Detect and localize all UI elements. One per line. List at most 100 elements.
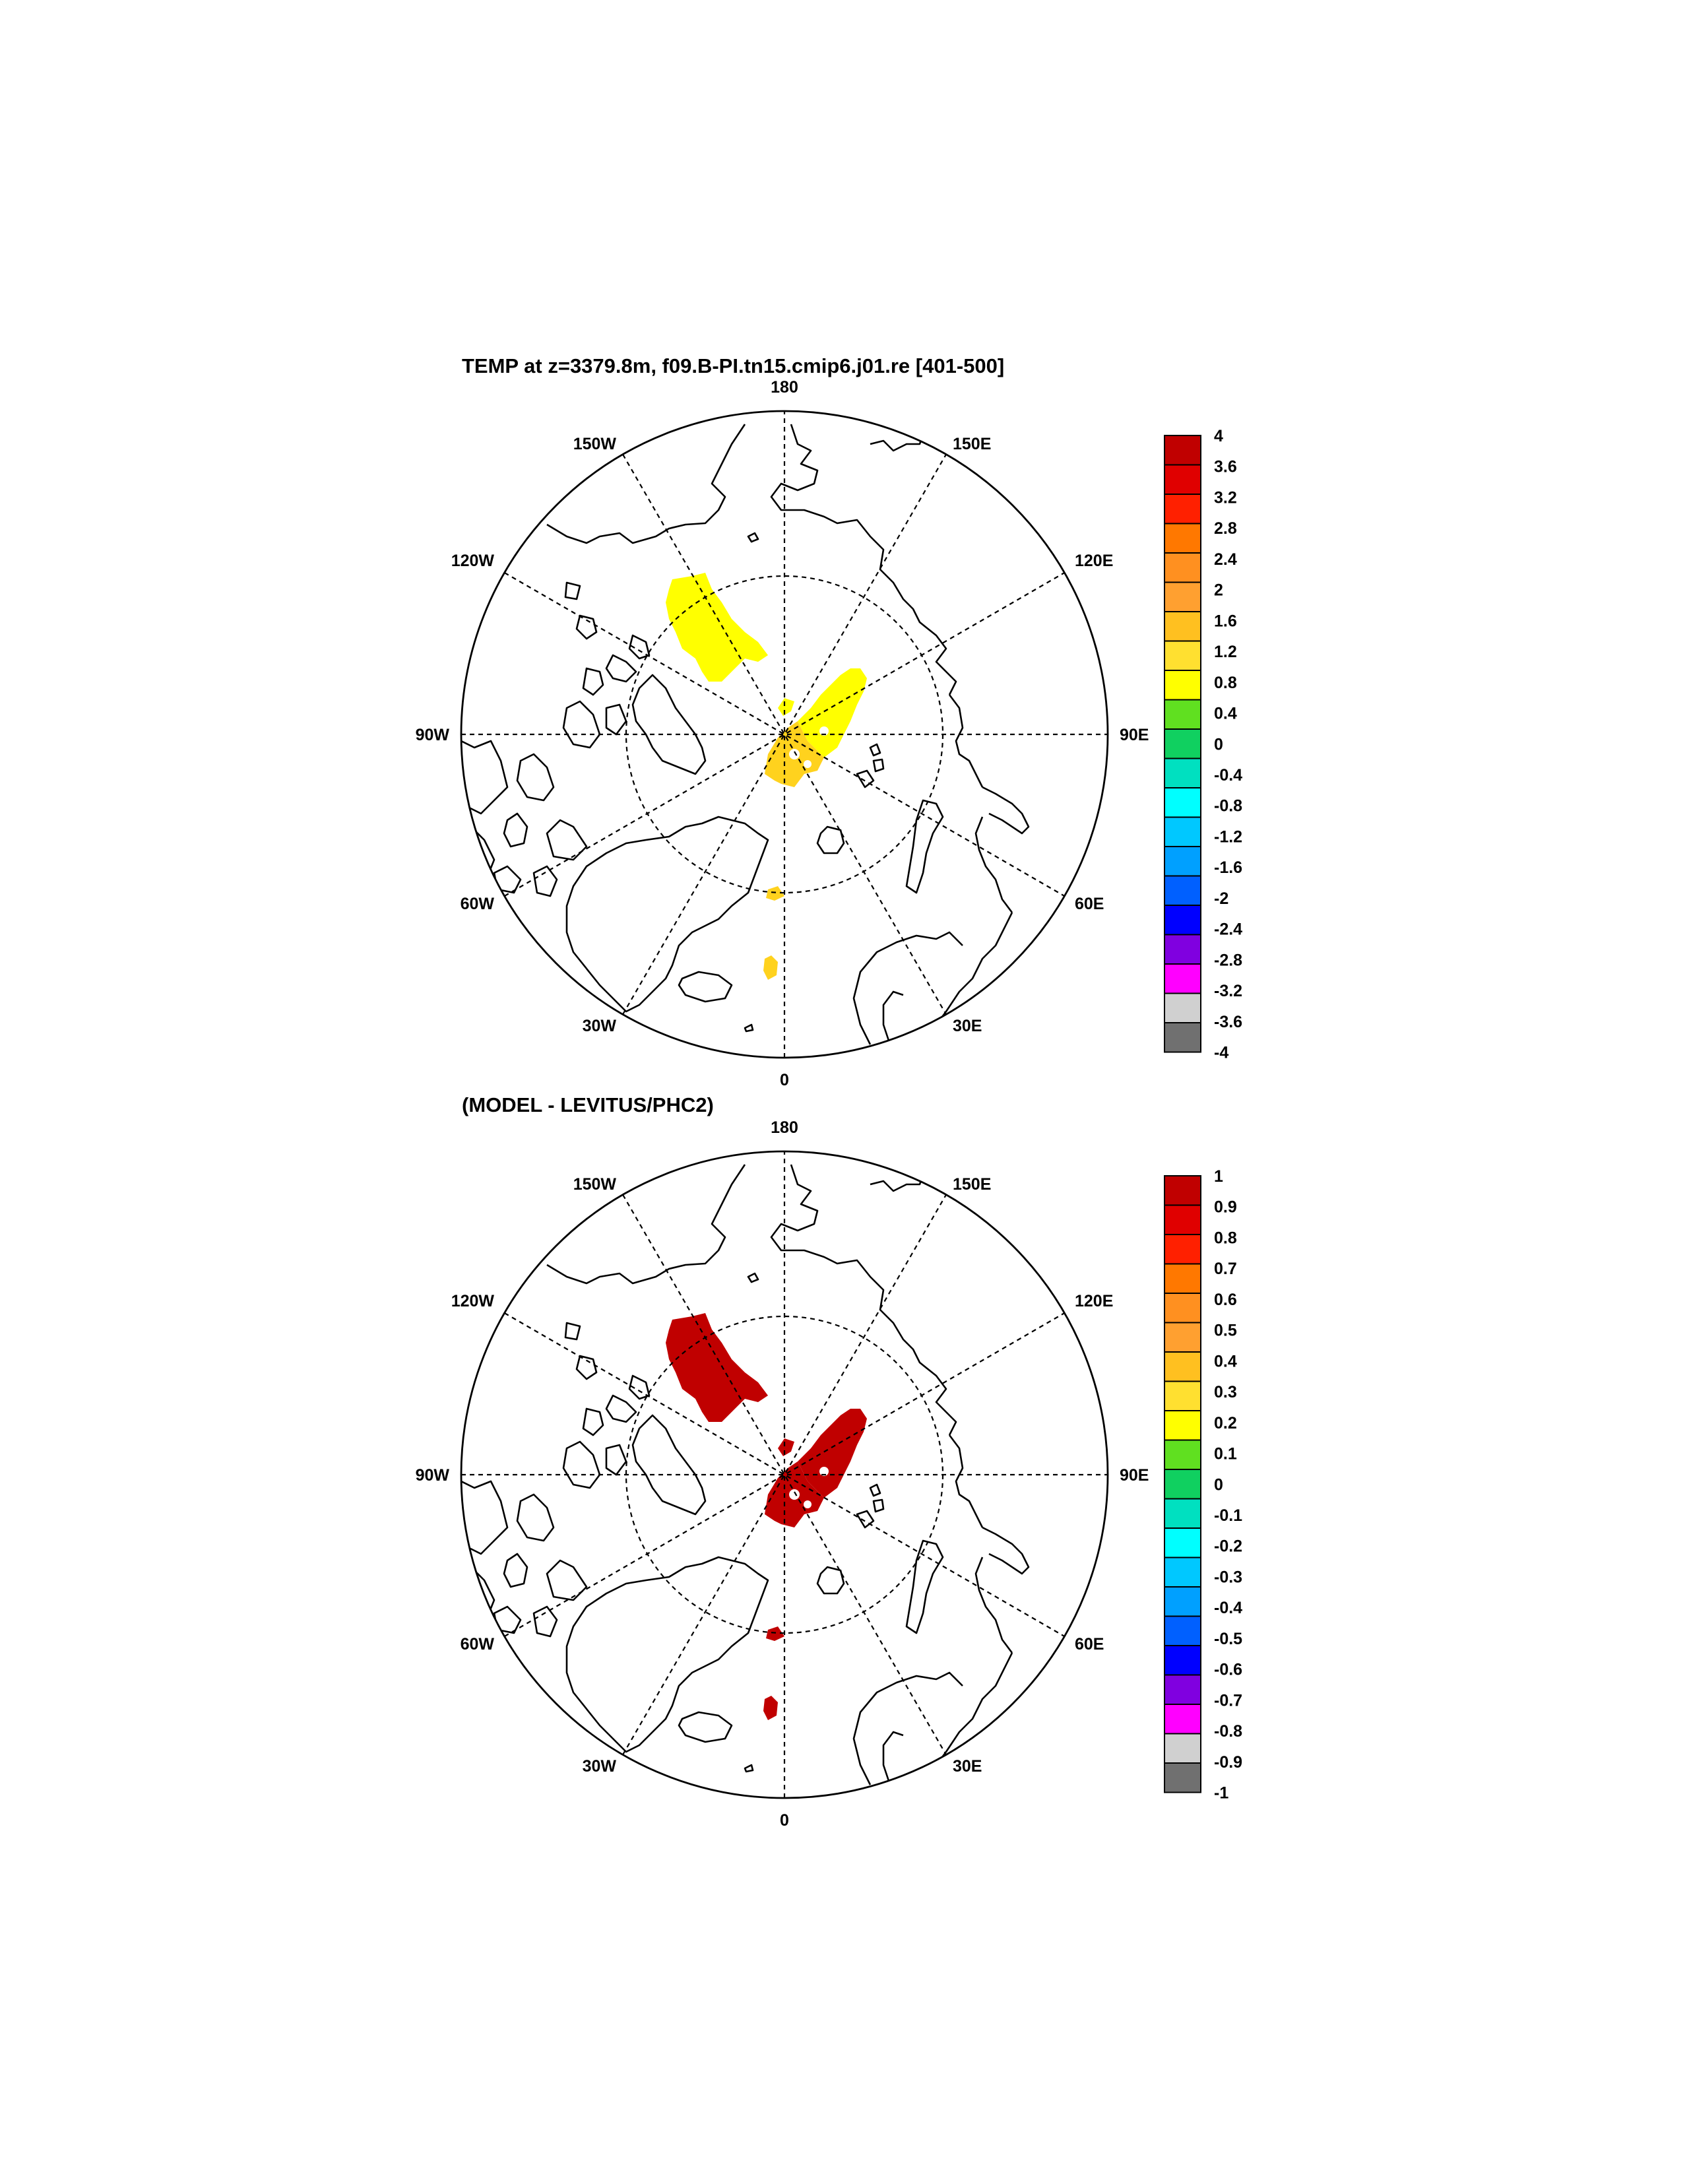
polar-map: 180 0 90W 90E 150W 150E 120W 120E 60W 60E 30W 30E bbox=[416, 1118, 1149, 1830]
lon-label-mid-upper-left: 120W bbox=[451, 1292, 495, 1310]
lon-label-mid-lower-right: 60E bbox=[1075, 895, 1104, 913]
lon-label-lower-right: 30E bbox=[953, 1017, 982, 1035]
graticule bbox=[461, 1151, 1108, 1798]
colorbar-label: 2 bbox=[1214, 581, 1223, 600]
colorbar-swatch bbox=[1164, 1557, 1201, 1588]
colorbar-label: 0.4 bbox=[1214, 705, 1237, 723]
colorbar-swatch bbox=[1164, 963, 1201, 994]
colorbar-swatch bbox=[1164, 1704, 1201, 1735]
colorbar-label: 4 bbox=[1214, 427, 1223, 445]
colorbar-swatch bbox=[1164, 552, 1201, 583]
coastlines bbox=[461, 1164, 1030, 1785]
colorbar-swatch bbox=[1164, 934, 1201, 965]
colorbar-swatch bbox=[1164, 1293, 1201, 1324]
field-gap bbox=[819, 1467, 829, 1476]
colorbar-label: -0.4 bbox=[1214, 1599, 1242, 1617]
lon-label-mid-upper-right: 120E bbox=[1075, 552, 1113, 570]
lon-label-mid-lower-left: 60W bbox=[461, 895, 495, 913]
colorbar-swatch bbox=[1164, 1439, 1201, 1470]
map-panel-1: TEMP at z=3379.8m, f09.B-PI.tn15.cmip6.j… bbox=[416, 354, 1243, 1089]
colorbar-label: -4 bbox=[1214, 1044, 1228, 1062]
field-greenland-sea-patch bbox=[763, 955, 778, 980]
colorbar-swatch bbox=[1164, 464, 1201, 495]
colorbar-swatch bbox=[1164, 1263, 1201, 1294]
field-gap bbox=[789, 749, 800, 759]
colorbar-swatch bbox=[1164, 1615, 1201, 1646]
colorbar: 1 0.9 0.8 0.7 0.6 0.5 0.4 0.3 0.2 0.1 0 -0.1 -0.2 -0.… bbox=[1164, 1167, 1242, 1803]
lon-label-right: 90E bbox=[1120, 1466, 1149, 1485]
field-small-west-patch bbox=[778, 698, 794, 716]
map-panel-2: (MODEL - LEVITUS/PHC2) 180 0 90W 90E 150W 150E… bbox=[416, 1093, 1243, 1830]
colorbar-label: -2.8 bbox=[1214, 951, 1242, 969]
colorbar-swatch bbox=[1164, 757, 1201, 788]
field-small-west-patch bbox=[778, 1438, 794, 1456]
graticule bbox=[461, 411, 1108, 1058]
colorbar: 4 3.6 3.2 2.8 2.4 2 1.6 1.2 0.8 0.4 0 -0.4 -0.8 -1.2 -… bbox=[1164, 427, 1242, 1062]
colorbar-label: -1.2 bbox=[1214, 827, 1242, 846]
colorbar-label: -0.9 bbox=[1214, 1753, 1242, 1772]
map-boundary bbox=[460, 410, 1109, 1059]
colorbar-label: -3.6 bbox=[1214, 1013, 1242, 1031]
field-greenland-sea-patch bbox=[763, 1696, 778, 1720]
colorbar-swatch bbox=[1164, 1586, 1201, 1617]
colorbar-label: -2 bbox=[1214, 889, 1228, 908]
lon-label-lower-right: 30E bbox=[953, 1757, 982, 1776]
colorbar-swatch bbox=[1164, 494, 1201, 525]
lon-label-mid-lower-right: 60E bbox=[1075, 1635, 1104, 1654]
field-beaufort-canada-basin bbox=[666, 573, 768, 682]
field-fram-strait-patch bbox=[766, 1626, 784, 1641]
colorbar-label: 1 bbox=[1214, 1167, 1223, 1186]
colorbar-swatch bbox=[1164, 699, 1201, 730]
field-fram-strait-patch bbox=[766, 886, 784, 901]
colorbar-label: 2.8 bbox=[1214, 519, 1237, 538]
colorbar-swatch bbox=[1164, 1733, 1201, 1764]
colorbar-swatch bbox=[1164, 523, 1201, 554]
lon-label-left: 90W bbox=[416, 1466, 450, 1485]
polar-map: 180 0 90W 90E 150W 150E 120W 120E 60W 60E 30W 30E bbox=[416, 378, 1149, 1089]
colorbar-label: 0.9 bbox=[1214, 1198, 1237, 1217]
colorbar-label: 3.6 bbox=[1214, 458, 1237, 476]
colorbar-label: 0.2 bbox=[1214, 1414, 1237, 1432]
colorbar-label: -0.5 bbox=[1214, 1630, 1242, 1648]
colorbar-label: 0.1 bbox=[1214, 1445, 1237, 1463]
lon-label-upper-right: 150E bbox=[953, 1175, 991, 1194]
field-gap bbox=[804, 760, 812, 768]
field-lomonosov-makarov-ridge bbox=[798, 668, 867, 757]
colorbar-swatch bbox=[1164, 787, 1201, 818]
panel-title: (MODEL - LEVITUS/PHC2) bbox=[462, 1093, 714, 1116]
colorbar-swatch bbox=[1164, 846, 1201, 877]
colorbar-label: -3.2 bbox=[1214, 982, 1242, 1000]
colorbar-label: -0.7 bbox=[1214, 1691, 1242, 1710]
colorbar-swatch bbox=[1164, 1022, 1201, 1053]
lon-label-bottom: 0 bbox=[780, 1811, 789, 1830]
colorbar-swatch bbox=[1164, 1204, 1201, 1235]
colorbar-swatch bbox=[1164, 816, 1201, 847]
colorbar-swatch bbox=[1164, 728, 1201, 759]
colorbar-swatch bbox=[1164, 670, 1201, 701]
colorbar-swatch bbox=[1164, 640, 1201, 671]
colorbar-label: 0.7 bbox=[1214, 1260, 1237, 1278]
lon-label-top: 180 bbox=[771, 378, 798, 397]
lon-label-left: 90W bbox=[416, 726, 450, 744]
lon-label-lower-left: 30W bbox=[583, 1017, 617, 1035]
colorbar-label: 1.2 bbox=[1214, 643, 1237, 661]
field-gap bbox=[789, 1489, 800, 1500]
lon-label-bottom: 0 bbox=[780, 1071, 789, 1089]
colorbar-swatch bbox=[1164, 1234, 1201, 1265]
lon-label-upper-left: 150W bbox=[573, 1175, 617, 1194]
colorbar-label: -0.2 bbox=[1214, 1537, 1242, 1556]
colorbar-swatch bbox=[1164, 1410, 1201, 1441]
colorbar-label: -0.8 bbox=[1214, 797, 1242, 816]
colorbar-label: 0 bbox=[1214, 735, 1223, 754]
panels-root: TEMP at z=3379.8m, f09.B-PI.tn15.cmip6.j… bbox=[416, 354, 1243, 1830]
colorbar-label: 1.6 bbox=[1214, 612, 1237, 630]
field-lomonosov-makarov-ridge bbox=[798, 1409, 867, 1498]
colorbar-swatch bbox=[1164, 1498, 1201, 1529]
lon-label-lower-left: 30W bbox=[583, 1757, 617, 1776]
lon-label-right: 90E bbox=[1120, 726, 1149, 744]
colorbar-label: -1.6 bbox=[1214, 858, 1242, 877]
colorbar-swatch bbox=[1164, 611, 1201, 642]
colorbar-swatch bbox=[1164, 581, 1201, 612]
colorbar-label: 3.2 bbox=[1214, 488, 1237, 507]
